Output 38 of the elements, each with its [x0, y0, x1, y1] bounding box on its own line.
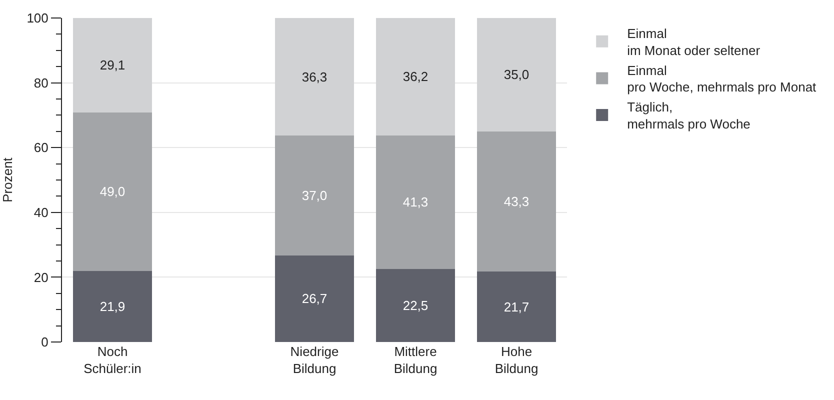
data-label: 36,2	[402, 69, 428, 84]
legend-label: Einmal im Monat oder seltener	[627, 26, 761, 58]
data-label: 35,0	[504, 67, 530, 82]
y-tick-label: 40	[34, 204, 48, 220]
x-tick-label: Hohe Bildung	[494, 344, 538, 376]
data-label: 21,9	[100, 299, 126, 314]
bar	[376, 135, 455, 270]
data-label: 21,7	[504, 299, 530, 314]
data-label: 36,3	[302, 69, 328, 84]
data-label: 37,0	[302, 188, 328, 204]
x-tick-label: Mittlere Bildung	[394, 344, 438, 376]
data-label: 49,0	[100, 184, 126, 200]
x-tick-label: Niedrige Bildung	[290, 344, 339, 376]
y-tick-label: 0	[41, 334, 48, 350]
bar	[73, 112, 152, 272]
bar	[73, 271, 152, 342]
bar	[477, 18, 556, 132]
data-label: 26,7	[302, 291, 328, 306]
y-tick-label: 100	[26, 10, 48, 26]
bar	[477, 131, 556, 272]
data-label: 41,3	[402, 194, 428, 210]
bar	[275, 255, 354, 342]
y-tick-label: 80	[34, 75, 48, 90]
data-label: 43,3	[504, 194, 530, 210]
bar	[275, 18, 354, 136]
legend-label: Täglich, mehrmals pro Woche	[627, 100, 750, 132]
bar	[376, 269, 455, 342]
bar	[376, 18, 455, 136]
y-tick-label: 20	[34, 270, 48, 285]
y-tick-label: 60	[34, 140, 48, 156]
y-axis-title: Prozent	[0, 157, 15, 202]
data-label: 29,1	[100, 58, 126, 73]
bar	[275, 136, 354, 256]
bar	[477, 272, 556, 342]
legend-label: Einmal pro Woche, mehrmals pro Monat	[627, 62, 817, 95]
data-label: 22,5	[402, 298, 428, 314]
x-tick-label: Noch Schüler:in	[84, 344, 142, 376]
bar	[73, 18, 152, 112]
